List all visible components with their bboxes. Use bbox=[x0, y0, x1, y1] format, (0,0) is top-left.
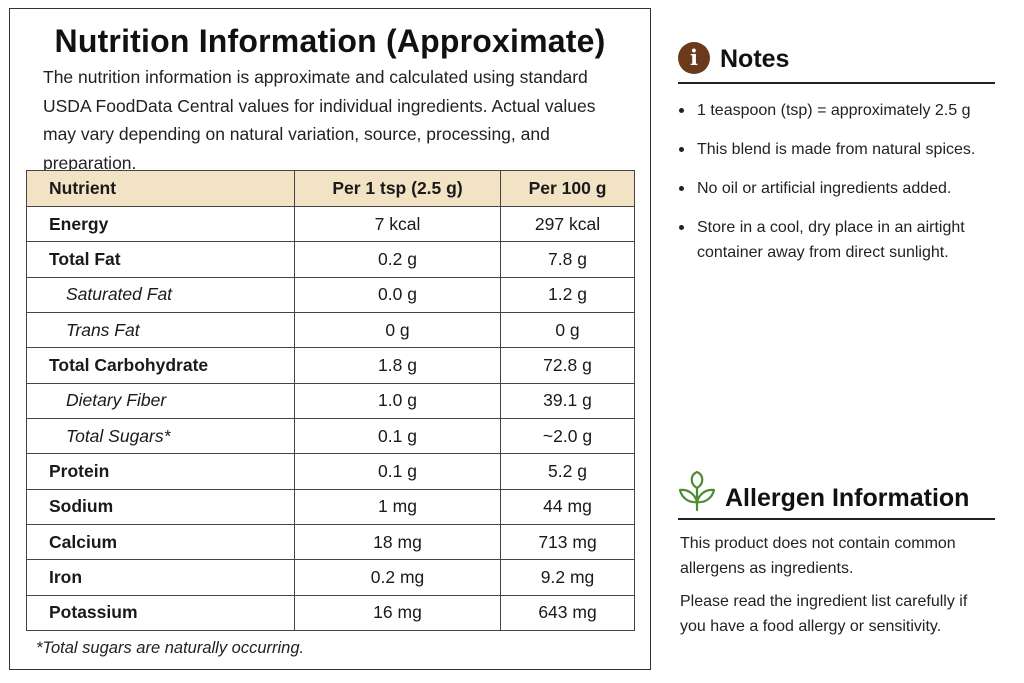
nutrient-name: Iron bbox=[26, 559, 295, 596]
nutrient-name: Protein bbox=[26, 453, 295, 490]
per-tsp-value: 0.1 g bbox=[294, 417, 501, 455]
notes-heading: i Notes bbox=[678, 42, 995, 84]
allergen-advice: Please read the ingredient list carefull… bbox=[680, 593, 968, 635]
header-nutrient: Nutrient bbox=[26, 170, 295, 207]
per-tsp-value: 1 mg bbox=[294, 488, 501, 525]
notes-list: 1 teaspoon (tsp) = approximately 2.5 g T… bbox=[678, 98, 998, 279]
nutrient-name: Trans Fat bbox=[26, 311, 295, 349]
per-100g-value: 713 mg bbox=[500, 523, 635, 561]
per-tsp-value: 16 mg bbox=[294, 594, 501, 632]
per-100g-value: ~2.0 g bbox=[500, 417, 635, 455]
nutrient-name: Potassium bbox=[26, 594, 295, 632]
leaf-sprout-icon bbox=[678, 470, 716, 512]
table-row: Dietary Fiber 1.0 g 39.1 g bbox=[26, 382, 635, 419]
per-tsp-value: 0.1 g bbox=[294, 453, 501, 490]
nutrition-table: Nutrient Per 1 tsp (2.5 g) Per 100 g Ene… bbox=[26, 170, 635, 632]
list-item: 1 teaspoon (tsp) = approximately 2.5 g bbox=[678, 98, 998, 123]
table-row: Total Carbohydrate 1.8 g 72.8 g bbox=[26, 347, 635, 384]
list-item: No oil or artificial ingredients added. bbox=[678, 176, 998, 201]
per-tsp-value: 18 mg bbox=[294, 523, 501, 561]
per-100g-value: 39.1 g bbox=[500, 382, 635, 419]
table-header-row: Nutrient Per 1 tsp (2.5 g) Per 100 g bbox=[26, 170, 635, 207]
nutrient-name: Total Fat bbox=[26, 241, 295, 278]
table-row: Calcium 18 mg 713 mg bbox=[26, 523, 635, 561]
per-100g-value: 297 kcal bbox=[500, 205, 635, 243]
list-item: Store in a cool, dry place in an airtigh… bbox=[678, 215, 998, 265]
per-100g-value: 0 g bbox=[500, 311, 635, 349]
table-row: Total Sugars* 0.1 g ~2.0 g bbox=[26, 417, 635, 455]
per-100g-value: 9.2 mg bbox=[500, 559, 635, 596]
table-row: Trans Fat 0 g 0 g bbox=[26, 311, 635, 349]
nutrient-name: Total Carbohydrate bbox=[26, 347, 295, 384]
per-tsp-value: 0.0 g bbox=[294, 276, 501, 313]
per-tsp-value: 0 g bbox=[294, 311, 501, 349]
per-100g-value: 5.2 g bbox=[500, 453, 635, 490]
per-100g-value: 1.2 g bbox=[500, 276, 635, 313]
notes-title: Notes bbox=[720, 45, 790, 73]
per-100g-value: 643 mg bbox=[500, 594, 635, 632]
nutrient-name: Dietary Fiber bbox=[26, 382, 295, 419]
table-row: Total Fat 0.2 g 7.8 g bbox=[26, 241, 635, 278]
allergen-heading: Allergen Information bbox=[678, 470, 995, 520]
per-tsp-value: 7 kcal bbox=[294, 205, 501, 243]
per-tsp-value: 0.2 g bbox=[294, 241, 501, 278]
nutrient-name: Calcium bbox=[26, 523, 295, 561]
table-row: Sodium 1 mg 44 mg bbox=[26, 488, 635, 525]
nutrient-name: Energy bbox=[26, 205, 295, 243]
page-title: Nutrition Information (Approximate) bbox=[54, 23, 606, 59]
header-per-100g: Per 100 g bbox=[500, 170, 635, 207]
table-row: Iron 0.2 mg 9.2 mg bbox=[26, 559, 635, 596]
list-item: This blend is made from natural spices. bbox=[678, 137, 998, 162]
info-icon: i bbox=[678, 42, 710, 74]
table-row: Protein 0.1 g 5.2 g bbox=[26, 453, 635, 490]
table-row: Potassium 16 mg 643 mg bbox=[26, 594, 635, 632]
per-tsp-value: 1.8 g bbox=[294, 347, 501, 384]
nutrient-name: Sodium bbox=[26, 488, 295, 525]
nutrient-name: Total Sugars* bbox=[26, 417, 295, 455]
nutrition-panel: Nutrition Information (Approximate) The … bbox=[9, 8, 651, 670]
per-100g-value: 44 mg bbox=[500, 488, 635, 525]
allergen-title: Allergen Information bbox=[725, 484, 970, 512]
per-tsp-value: 1.0 g bbox=[294, 382, 501, 419]
sugars-footnote: *Total sugars are naturally occurring. bbox=[36, 639, 305, 657]
table-row: Energy 7 kcal 297 kcal bbox=[26, 205, 635, 243]
nutrient-name: Saturated Fat bbox=[26, 276, 295, 313]
per-100g-value: 72.8 g bbox=[500, 347, 635, 384]
per-100g-value: 7.8 g bbox=[500, 241, 635, 278]
table-row: Saturated Fat 0.0 g 1.2 g bbox=[26, 276, 635, 313]
allergen-statement: This product does not contain common all… bbox=[680, 535, 956, 577]
per-tsp-value: 0.2 mg bbox=[294, 559, 501, 596]
header-per-tsp: Per 1 tsp (2.5 g) bbox=[294, 170, 501, 207]
intro-paragraph: The nutrition information is approximate… bbox=[43, 67, 596, 173]
